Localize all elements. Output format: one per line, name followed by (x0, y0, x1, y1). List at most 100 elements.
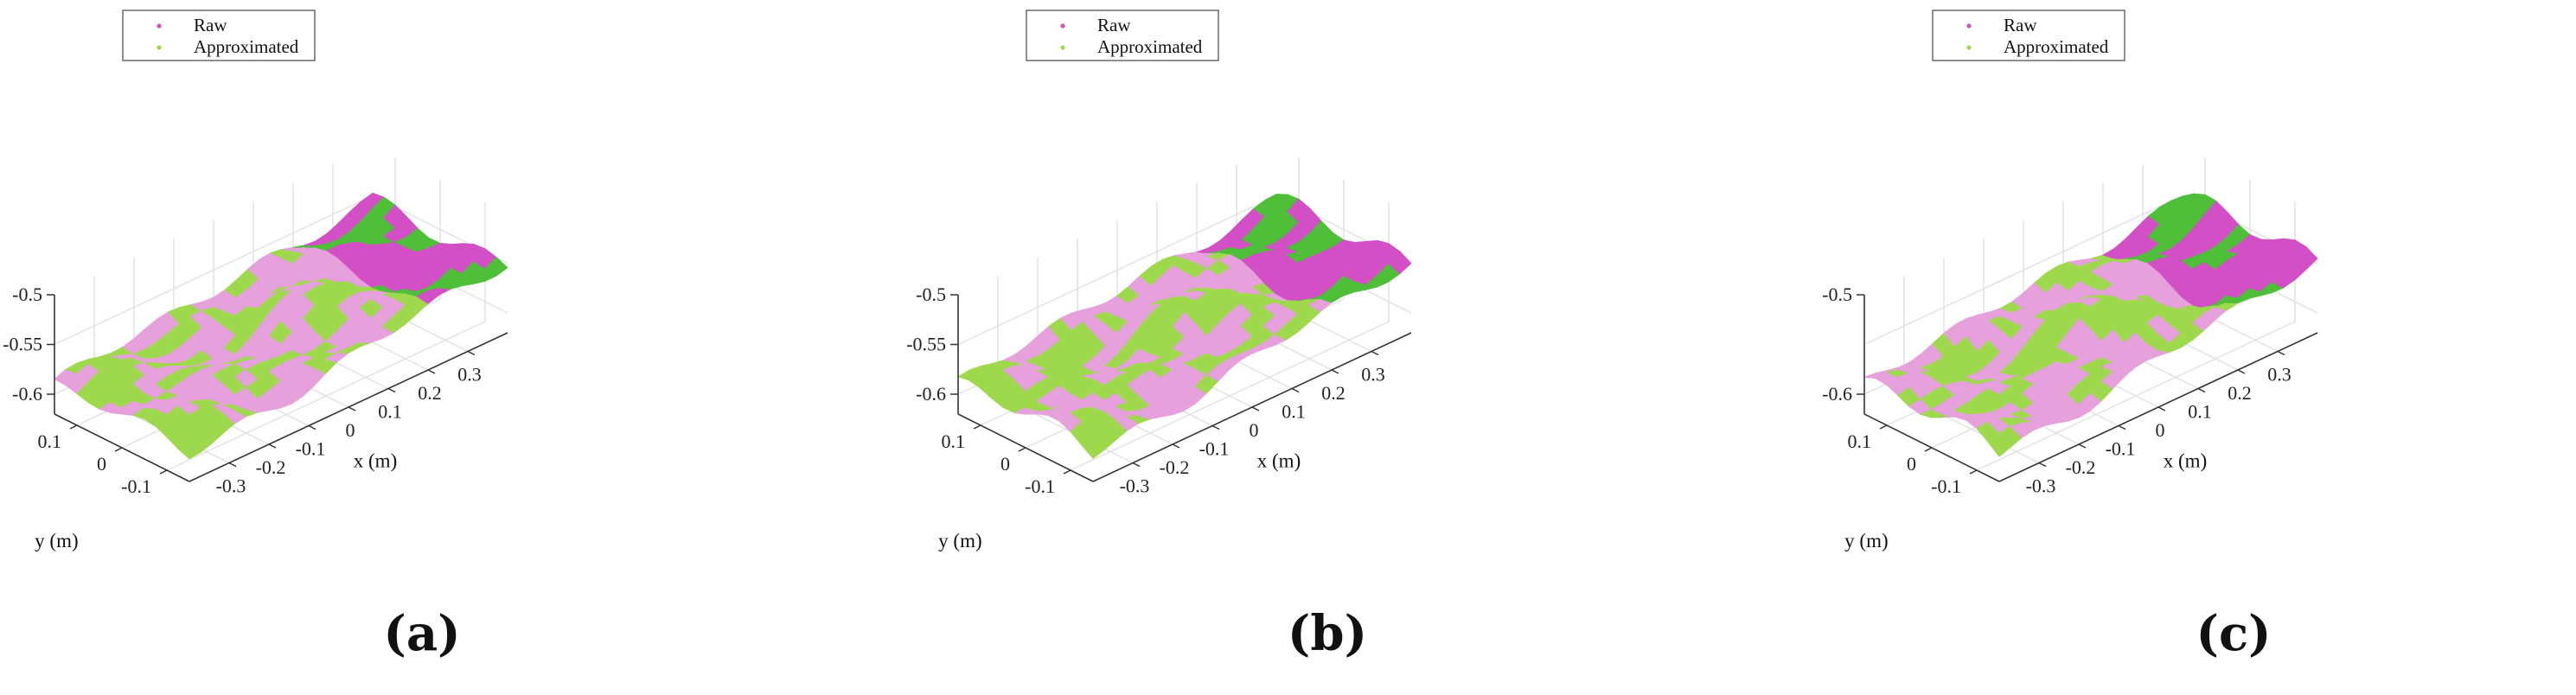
z-tick-label: -0.6 (12, 383, 42, 405)
legend-marker-approximated (1966, 45, 1972, 50)
y-tick-label: 0.1 (38, 430, 62, 452)
x-tick-label: -0.3 (1120, 475, 1150, 497)
x-tick-label: 0.3 (457, 364, 482, 386)
gridline-backwall-z (1863, 194, 2183, 346)
axes: -0.3 -0.2 -0.1 0 0.1 0.2 0.3 0.1 0 -0.1 -0.5 -0.6 (1822, 284, 2318, 497)
x-tick-label: 0 (346, 419, 355, 441)
y-tick-label-mark (1018, 447, 1026, 452)
x-tick-label: 0.1 (1282, 401, 1306, 423)
x-tick-label: 0.2 (1321, 382, 1346, 404)
axes: -0.3 -0.2 -0.1 0 0.1 0.2 0.3 0.1 0 -0.1 -0.5 -0.55 -… (906, 284, 1412, 497)
legend-label-approximated: Approximated (194, 36, 299, 57)
x-tick-mark (2038, 462, 2047, 468)
surface-patch (484, 257, 508, 277)
y-tick-label-mark (1924, 447, 1933, 452)
x-tick-mark (1132, 462, 1141, 468)
y-tick-label-mark (69, 424, 78, 430)
y-tick-label: 0 (1907, 453, 1916, 475)
x-tick-mark (387, 387, 396, 393)
x-tick-mark (1251, 406, 1260, 411)
x-tick-mark (427, 369, 436, 374)
z-tick-label: -0.55 (906, 334, 946, 355)
surface (957, 194, 1412, 459)
subplot-b: -0.3 -0.2 -0.1 0 0.1 0.2 0.3 0.1 0 -0.1 -0.5 -0.55 -… (904, 0, 1762, 695)
x-tick-mark (1331, 369, 1339, 374)
x-tick-mark (1291, 387, 1300, 393)
gridline-floor-y (166, 321, 486, 471)
y-tick-label-mark (1969, 469, 1978, 475)
x-axis-label: x (m) (1257, 450, 1301, 471)
panel-label-b: (b) (1287, 605, 1368, 662)
y-tick-label: -0.1 (1931, 475, 1961, 497)
panel-label-a: (a) (383, 605, 461, 662)
y-tick-label-mark (159, 469, 168, 475)
x-tick-label: 0 (2156, 419, 2165, 441)
legend-marker-raw (157, 23, 162, 29)
x-tick-label: 0.1 (2188, 401, 2212, 423)
x-tick-mark (1211, 424, 1220, 430)
y-tick-label-mark (1879, 424, 1888, 430)
x-tick-label: 0.2 (2228, 382, 2252, 404)
x-tick-label: -0.1 (296, 438, 326, 460)
x-tick-mark (228, 462, 237, 468)
legend-box (122, 10, 316, 61)
surface (54, 192, 508, 460)
surface (1863, 193, 2318, 457)
x-tick-mark (308, 424, 316, 430)
legend-marker-raw (1966, 23, 1972, 29)
y-tick-label: -0.1 (121, 475, 151, 497)
legend-label-approximated: Approximated (1097, 36, 1203, 57)
y-tick-label-mark (1063, 469, 1071, 475)
x-tick-label: -0.1 (2106, 438, 2136, 460)
x-axis-label: x (m) (2164, 450, 2207, 471)
y-axis-label: y (m) (1844, 530, 1888, 552)
z-tick-label: -0.6 (916, 383, 946, 405)
z-tick-label: -0.5 (916, 284, 946, 305)
gridline-backwall-z (957, 194, 1277, 346)
subplot-a: -0.3 -0.2 -0.1 0 0.1 0.2 0.3 0.1 0 -0.1 -0.5 -0.55 -… (0, 0, 859, 695)
y-axis-label: y (m) (938, 530, 981, 552)
legend-marker-approximated (1060, 45, 1065, 50)
x-tick-mark (2078, 443, 2087, 449)
x-tick-mark (1371, 350, 1379, 356)
x-tick-mark (467, 350, 476, 356)
x-tick-label: -0.2 (256, 456, 286, 478)
gridline-floor-y (1070, 321, 1390, 471)
legend-marker-raw (1060, 23, 1065, 29)
surface-plot-c: -0.3 -0.2 -0.1 0 0.1 0.2 0.3 0.1 0 -0.1 -0.5 -0.6 x … (1822, 10, 2318, 552)
x-tick-mark (348, 406, 356, 411)
gridline-backwall-z (54, 194, 374, 346)
legend-label-approximated: Approximated (2004, 36, 2109, 57)
x-tick-label: 0.2 (418, 382, 442, 404)
y-tick-label: 0 (1000, 453, 1010, 475)
legend-label-raw: Raw (194, 15, 227, 35)
x-tick-label: 0.3 (1361, 364, 1385, 386)
x-tick-label: -0.1 (1199, 438, 1230, 460)
legend-box (1026, 10, 1219, 61)
surface-patch (2294, 245, 2318, 271)
x-tick-label: -0.2 (1160, 456, 1190, 478)
z-tick-label: -0.5 (12, 284, 42, 305)
y-axis-label: y (m) (35, 530, 78, 552)
y-tick-label: 0 (97, 453, 106, 475)
subplot-c: -0.3 -0.2 -0.1 0 0.1 0.2 0.3 0.1 0 -0.1 -0.5 -0.6 x … (1810, 0, 2576, 695)
x-tick-label: 0.3 (2267, 364, 2292, 386)
y-tick-label-mark (973, 424, 981, 430)
y-tick-label: 0.1 (1848, 430, 1872, 452)
y-tick-label-mark (114, 447, 123, 452)
gridline-floor-y (1976, 321, 2296, 471)
z-tick-label: -0.55 (3, 334, 42, 355)
y-tick-label: 0.1 (942, 430, 966, 452)
x-tick-label: -0.3 (2026, 475, 2056, 497)
x-axis-label: x (m) (354, 450, 397, 471)
axes: -0.3 -0.2 -0.1 0 0.1 0.2 0.3 0.1 0 -0.1 -0.5 -0.55 -… (3, 284, 508, 497)
x-tick-mark (2118, 424, 2126, 430)
x-tick-mark (2277, 350, 2285, 356)
surface-plot-b: -0.3 -0.2 -0.1 0 0.1 0.2 0.3 0.1 0 -0.1 -0.5 -0.55 -… (906, 10, 1412, 552)
legend-box (1932, 10, 2125, 61)
x-tick-label: 0.1 (378, 401, 402, 423)
x-tick-label: -0.3 (216, 475, 246, 497)
y-tick-label: -0.1 (1025, 475, 1055, 497)
